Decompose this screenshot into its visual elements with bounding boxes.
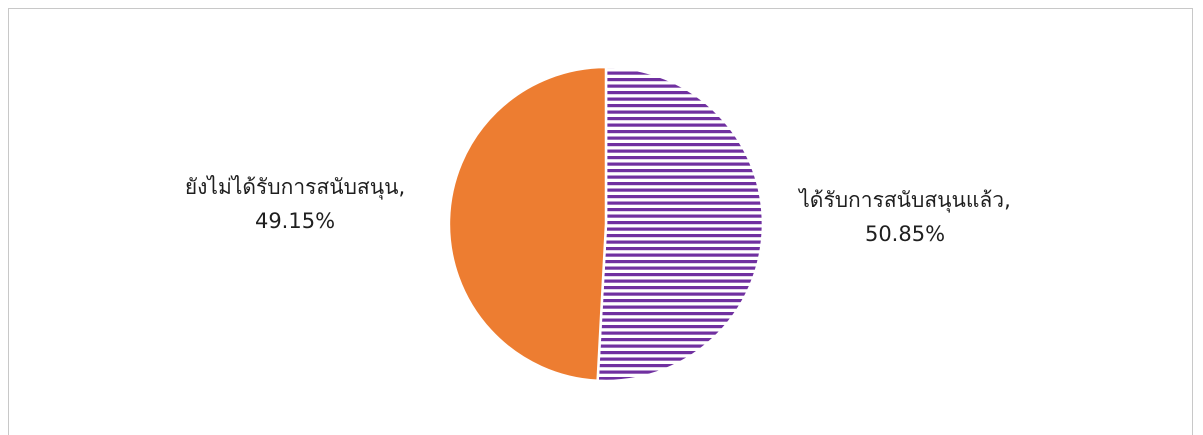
- pie-slice-not-supported: [447, 65, 608, 383]
- data-label-not-supported-category: ยังไม่ได้รับการสนับสนุน,: [184, 175, 406, 199]
- data-label-not-supported: ยังไม่ได้รับการสนับสนุน, 49.15%: [150, 170, 440, 238]
- data-label-supported-value: 50.85%: [864, 222, 946, 246]
- data-label-not-supported-value: 49.15%: [254, 209, 336, 233]
- pie-slice-supported: [596, 65, 765, 383]
- data-label-supported-category: ได้รับการสนับสนุนแล้ว,: [799, 188, 1011, 212]
- data-label-supported: ได้รับการสนับสนุนแล้ว, 50.85%: [770, 183, 1040, 251]
